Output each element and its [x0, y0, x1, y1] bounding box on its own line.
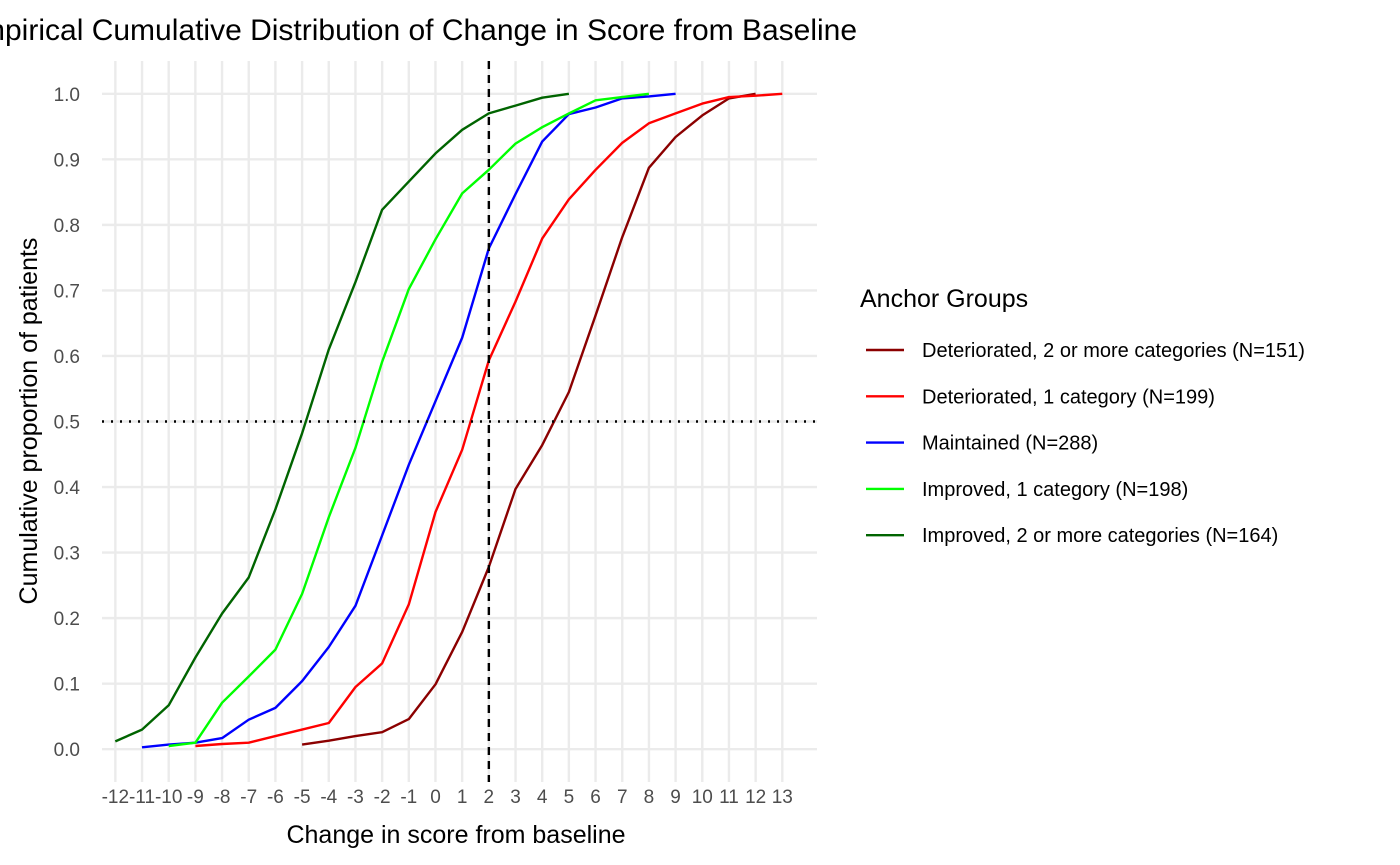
grid-layer	[102, 61, 817, 782]
y-tick-label: 0.4	[54, 478, 81, 499]
y-tick-label: 0.0	[54, 740, 80, 761]
x-tick-labels: -12 -11 -10 -9 -8 -7 -6 -5 -4 -3 -2 -1 0 1 2 3 4 5 6 7 8 9 10 1…	[102, 787, 793, 808]
y-tick-label: 1.0	[54, 85, 80, 106]
x-tick-label: -6	[267, 787, 284, 808]
x-tick-label: 8	[644, 787, 655, 808]
series-line-5	[114, 92, 570, 743]
x-tick-label: -9	[187, 787, 204, 808]
x-tick-label: -10	[155, 787, 182, 808]
y-tick-label: 0.9	[54, 150, 80, 171]
y-tick-label: 0.5	[54, 413, 80, 434]
x-tick-label: 7	[617, 787, 628, 808]
series-line-1	[301, 92, 756, 746]
series-line-4	[168, 92, 650, 748]
x-tick-label: 5	[564, 787, 575, 808]
y-tick-label: 0.3	[54, 544, 80, 565]
y-tick-label: 0.8	[54, 216, 80, 237]
legend-label-1: Deteriorated, 2 or more categories (N=15…	[922, 340, 1305, 362]
x-tick-label: -7	[240, 787, 257, 808]
legend-label-4: Improved, 1 category (N=198)	[922, 479, 1188, 501]
x-tick-label: 3	[510, 787, 521, 808]
legend-label-2: Deteriorated, 1 category (N=199)	[922, 386, 1215, 408]
legend: Anchor Groups Deteriorated, 2 or more ca…	[860, 285, 1305, 547]
x-tick-label: 6	[590, 787, 601, 808]
y-tick-label: 0.6	[54, 347, 80, 368]
series-line-3	[141, 92, 676, 749]
legend-title: Anchor Groups	[860, 285, 1028, 313]
x-tick-label: 1	[457, 787, 468, 808]
y-tick-label: 0.2	[54, 609, 80, 630]
x-tick-label: 4	[537, 787, 548, 808]
series-layer	[114, 92, 783, 749]
x-tick-label: 9	[670, 787, 681, 808]
chart-title: Empirical Cumulative Distribution of Cha…	[0, 14, 857, 47]
x-tick-label: 0	[430, 787, 441, 808]
x-tick-label: 13	[772, 787, 793, 808]
x-tick-label: -3	[347, 787, 364, 808]
x-tick-label: -2	[374, 787, 391, 808]
x-tick-label: -4	[320, 787, 337, 808]
x-axis-title: Change in score from baseline	[286, 821, 625, 849]
x-tick-label: 10	[692, 787, 713, 808]
y-tick-labels: 0.0 0.1 0.2 0.3 0.4 0.5 0.6 0.7 0.8 0.9 1.0	[54, 85, 81, 761]
x-tick-label: -8	[214, 787, 231, 808]
y-axis-title: Cumulative proportion of patients	[15, 238, 43, 605]
x-tick-label: -5	[294, 787, 311, 808]
legend-label-3: Maintained (N=288)	[922, 433, 1098, 455]
y-tick-label: 0.7	[54, 281, 80, 302]
x-tick-label: 2	[484, 787, 495, 808]
x-tick-label: 12	[745, 787, 766, 808]
y-tick-label: 0.1	[54, 675, 80, 696]
legend-label-5: Improved, 2 or more categories (N=164)	[922, 525, 1278, 547]
x-tick-label: -12	[102, 787, 129, 808]
x-tick-label: -1	[400, 787, 417, 808]
x-tick-label: -11	[129, 787, 155, 808]
reference-lines	[102, 61, 817, 782]
x-tick-label: 11	[719, 787, 739, 808]
